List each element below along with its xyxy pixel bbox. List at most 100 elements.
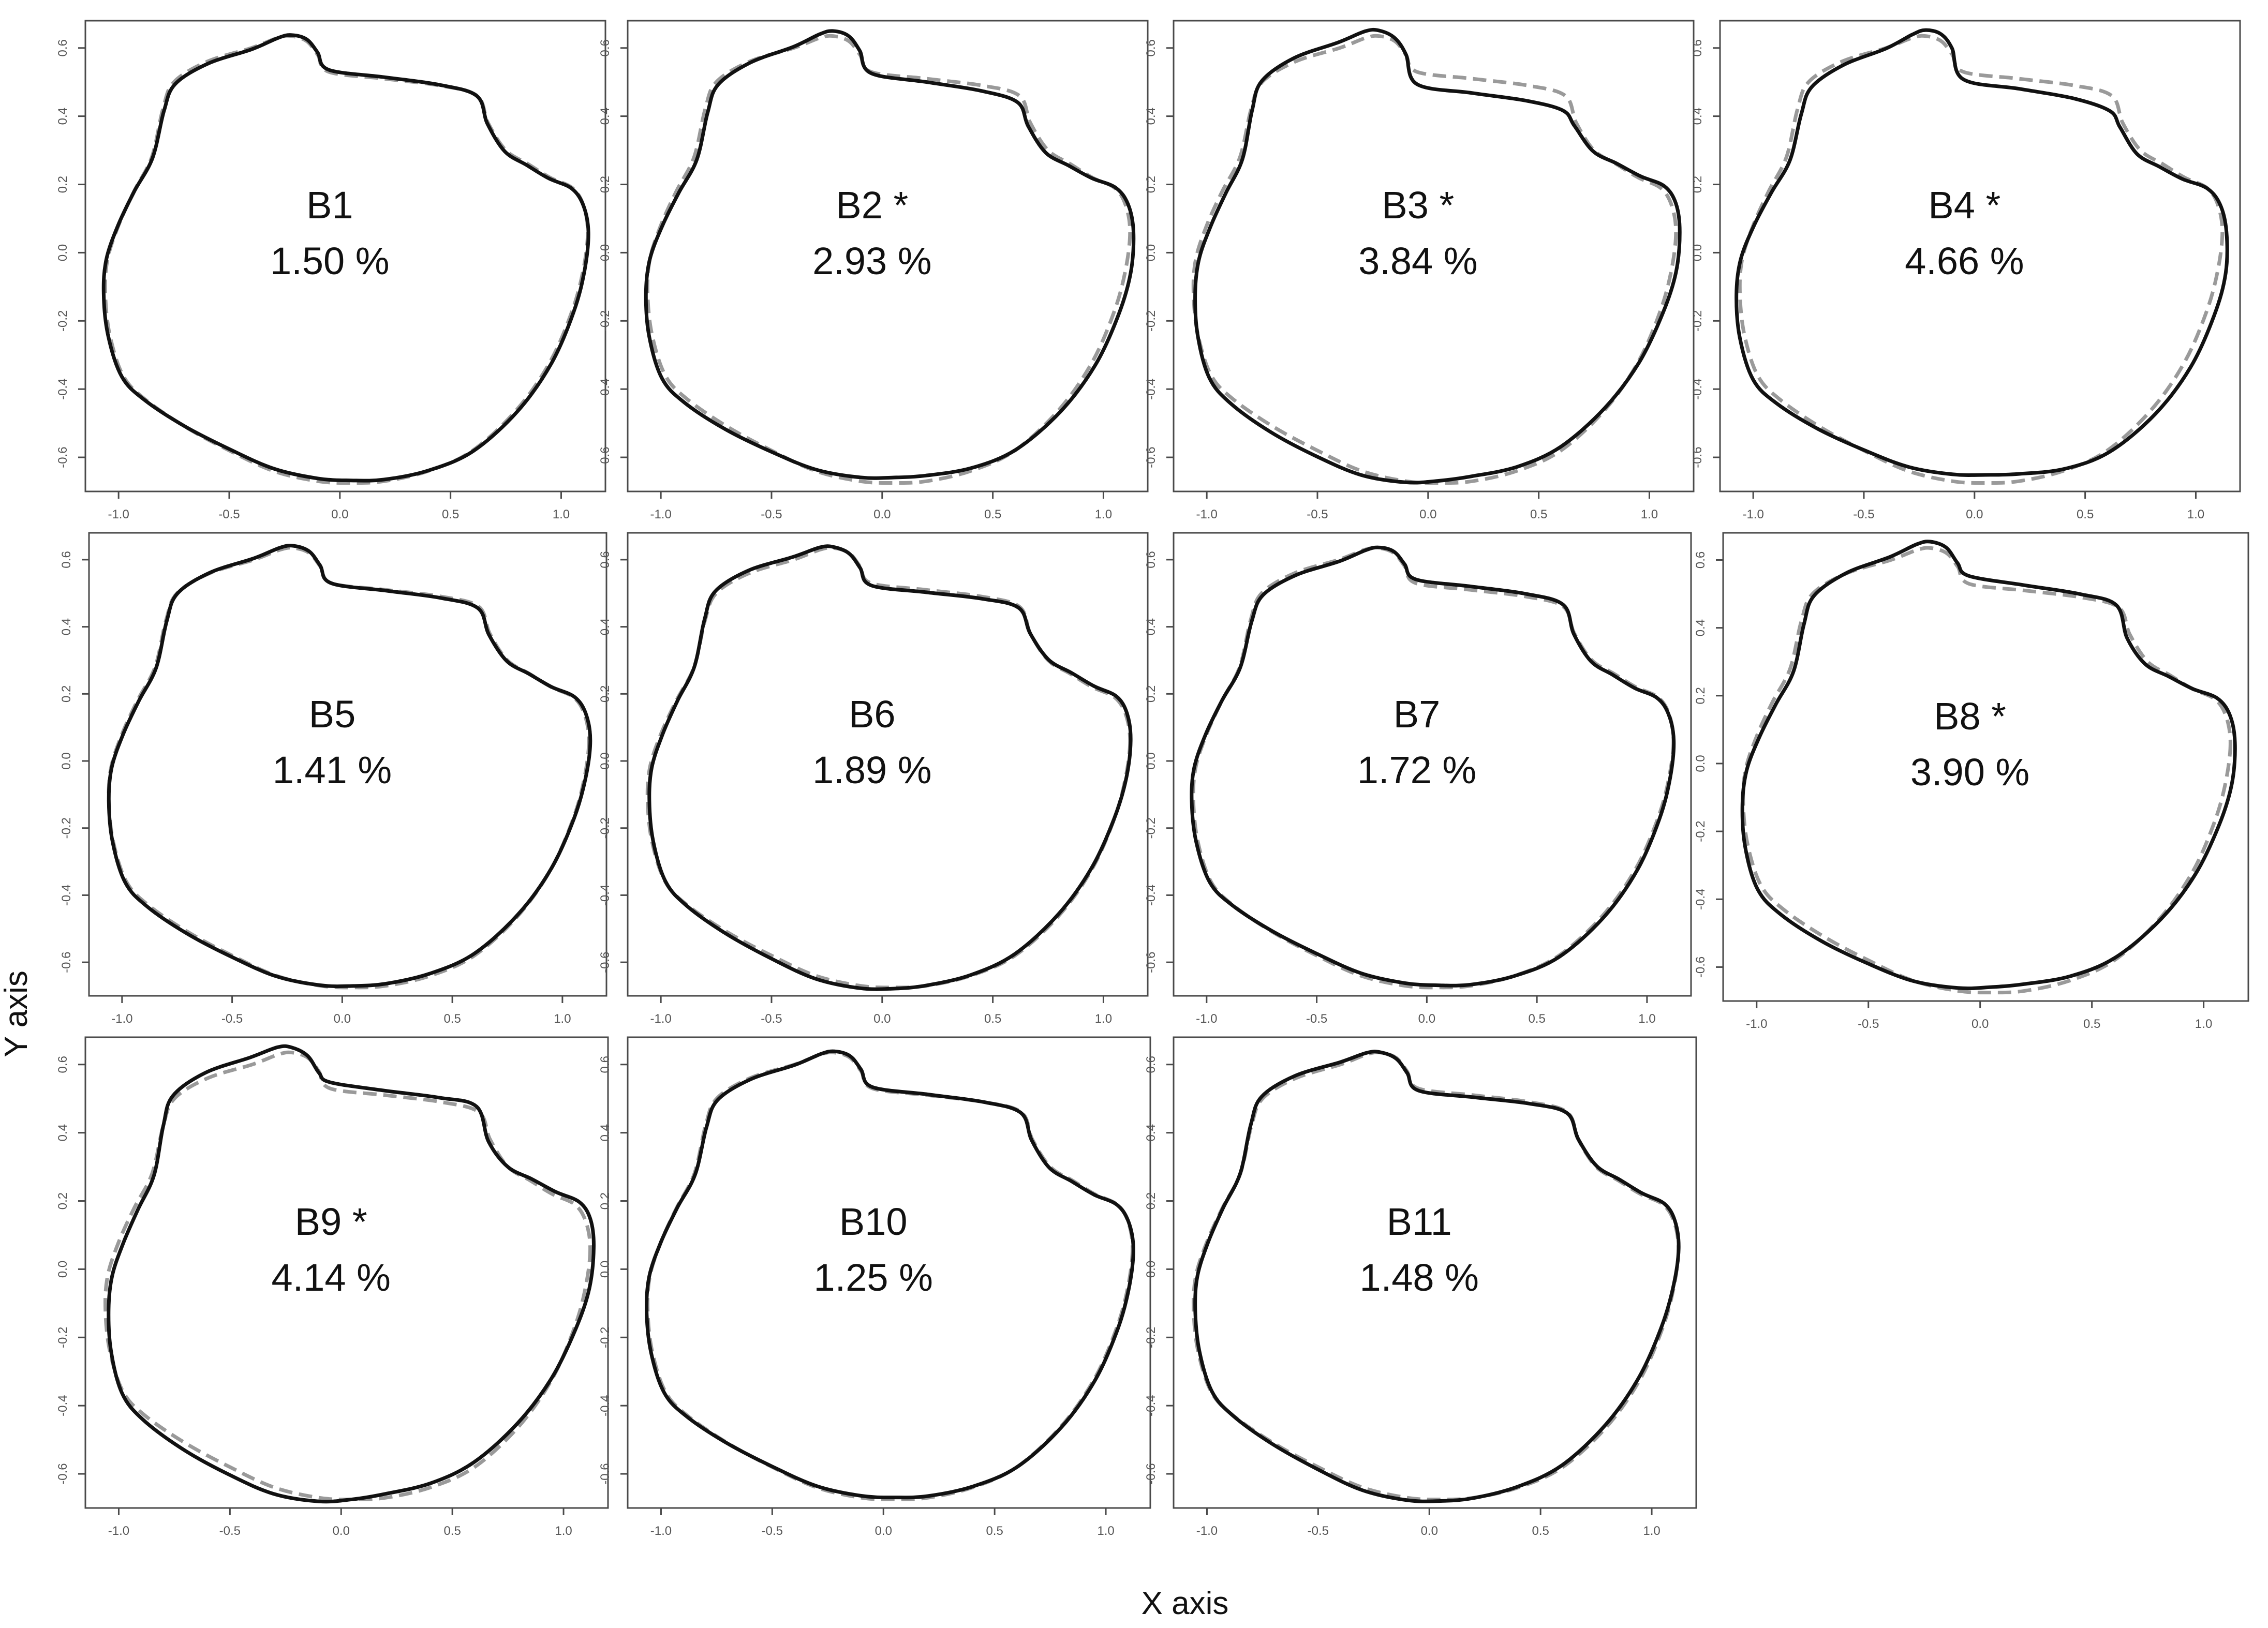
y-tick-label: -0.2 bbox=[60, 817, 73, 839]
dashed-outline bbox=[103, 1050, 592, 1502]
y-tick-label: -0.2 bbox=[1144, 817, 1158, 839]
x-tick-label: -1.0 bbox=[108, 507, 129, 521]
panel-label: B2 * bbox=[836, 184, 908, 227]
x-tick-label: 1.0 bbox=[1643, 1524, 1660, 1538]
panel-value: 4.66 % bbox=[1905, 240, 2024, 282]
x-axis-title: X axis bbox=[1142, 1586, 1229, 1621]
y-tick-label: 0.2 bbox=[56, 1192, 70, 1209]
x-tick-label: 0.5 bbox=[442, 507, 459, 521]
x-tick-label: -0.5 bbox=[1307, 507, 1328, 521]
y-tick-label: 0.2 bbox=[60, 685, 73, 703]
panel-value: 3.90 % bbox=[1910, 751, 2029, 794]
y-tick-label: 0.6 bbox=[1144, 39, 1158, 56]
x-tick-label: 0.0 bbox=[1971, 1017, 1989, 1031]
x-tick-label: 0.0 bbox=[1419, 507, 1436, 521]
solid-outline bbox=[107, 544, 592, 989]
y-tick-label: 0.6 bbox=[1144, 551, 1158, 568]
solid-outline bbox=[107, 1044, 596, 1504]
y-tick-label: 0.4 bbox=[1144, 618, 1158, 635]
panel-frame bbox=[1173, 1036, 1697, 1509]
x-tick-label: 1.0 bbox=[1641, 507, 1658, 521]
panel-value: 1.50 % bbox=[270, 240, 389, 282]
y-tick-label: -0.4 bbox=[598, 378, 612, 399]
panel-label: B3 * bbox=[1382, 184, 1454, 227]
y-tick-label: -0.6 bbox=[60, 951, 73, 973]
y-tick-label: 0.4 bbox=[598, 108, 612, 125]
panel-label: B11 bbox=[1387, 1200, 1452, 1243]
solid-outline bbox=[644, 1049, 1135, 1500]
y-tick-label: -0.6 bbox=[56, 1463, 70, 1484]
y-tick-label: -0.2 bbox=[56, 310, 70, 332]
solid-outline bbox=[101, 33, 590, 483]
panel-b7: -1.0 -0.5 0.0 0.5 1.0 -0.6 -0.4 -0.2 0.0 0.2 0.4 0.… bbox=[1144, 532, 1692, 1026]
panel-b3: -1.0 -0.5 0.0 0.5 1.0 -0.6 -0.4 -0.2 0.0 0.2 0.4 0.… bbox=[1144, 20, 1695, 521]
x-tick-label: -0.5 bbox=[1853, 507, 1874, 521]
panel-label: B6 bbox=[849, 693, 896, 736]
y-tick-label: -0.2 bbox=[56, 1327, 70, 1348]
y-tick-label: 0.0 bbox=[1144, 752, 1158, 769]
y-tick-label: -0.2 bbox=[598, 817, 612, 839]
panel-b10: -1.0 -0.5 0.0 0.5 1.0 -0.6 -0.4 -0.2 0.0 0.2 0.4 0.… bbox=[598, 1036, 1151, 1538]
y-tick-label: -0.4 bbox=[1694, 889, 1708, 910]
x-tick-label: 0.5 bbox=[1530, 507, 1547, 521]
y-tick-label: 0.2 bbox=[1694, 687, 1708, 704]
panel-frame bbox=[627, 1036, 1151, 1509]
x-tick-label: 0.5 bbox=[443, 1012, 461, 1026]
y-tick-label: -0.4 bbox=[598, 1395, 612, 1416]
solid-outline bbox=[1193, 1050, 1681, 1503]
x-tick-label: -0.5 bbox=[761, 507, 782, 521]
x-tick-label: -1.0 bbox=[650, 1012, 671, 1026]
y-tick-label: -0.6 bbox=[598, 446, 612, 468]
x-tick-label: 1.0 bbox=[1097, 1524, 1114, 1538]
y-tick-label: 0.4 bbox=[56, 1124, 70, 1141]
y-tick-label: 0.4 bbox=[1694, 619, 1708, 636]
x-tick-label: 1.0 bbox=[1095, 507, 1112, 521]
panel-value: 1.48 % bbox=[1360, 1256, 1479, 1299]
y-tick-label: 0.4 bbox=[60, 618, 73, 635]
panel-label: B7 bbox=[1394, 693, 1441, 736]
x-tick-label: 0.0 bbox=[873, 507, 891, 521]
panel-label: B9 * bbox=[295, 1200, 367, 1243]
x-tick-label: 1.0 bbox=[2187, 507, 2204, 521]
y-tick-label: 0.0 bbox=[56, 244, 70, 261]
panel-b9: -1.0 -0.5 0.0 0.5 1.0 -0.6 -0.4 -0.2 0.0 0.2 0.4 0.… bbox=[56, 1036, 609, 1538]
x-tick-label: 0.5 bbox=[443, 1524, 461, 1538]
x-tick-label: 1.0 bbox=[2195, 1017, 2212, 1031]
y-tick-label: -0.4 bbox=[598, 885, 612, 906]
x-tick-label: 0.0 bbox=[331, 507, 348, 521]
y-tick-label: 0.2 bbox=[1144, 176, 1158, 193]
panel-label: B8 * bbox=[1934, 695, 2006, 738]
y-tick-label: 0.4 bbox=[56, 108, 70, 125]
dashed-outline bbox=[645, 34, 1132, 485]
panel-b5: -1.0 -0.5 0.0 0.5 1.0 -0.6 -0.4 -0.2 0.0 0.2 0.4 0.… bbox=[60, 532, 607, 1026]
panel-frame bbox=[84, 1036, 609, 1509]
y-tick-label: 0.0 bbox=[598, 752, 612, 769]
x-tick-label: 0.5 bbox=[1532, 1524, 1549, 1538]
y-tick-label: 0.0 bbox=[1694, 755, 1708, 772]
panel-frame bbox=[627, 20, 1149, 492]
y-tick-label: 0.0 bbox=[598, 244, 612, 261]
x-tick-label: -1.0 bbox=[111, 1012, 132, 1026]
y-tick-label: -0.2 bbox=[1144, 310, 1158, 332]
x-tick-label: 1.0 bbox=[554, 1012, 571, 1026]
y-tick-label: 0.6 bbox=[1691, 39, 1704, 56]
y-tick-label: 0.0 bbox=[598, 1261, 612, 1278]
panel-label: B4 * bbox=[1928, 184, 2000, 227]
y-tick-label: -0.4 bbox=[56, 1395, 70, 1416]
x-tick-label: 0.5 bbox=[984, 507, 1001, 521]
panel-frame bbox=[627, 532, 1149, 997]
x-tick-label: -1.0 bbox=[1196, 1524, 1218, 1538]
solid-outline bbox=[644, 29, 1136, 480]
x-tick-label: 0.5 bbox=[2083, 1017, 2100, 1031]
y-tick-label: -0.2 bbox=[1691, 310, 1704, 332]
y-tick-label: -0.4 bbox=[1144, 378, 1158, 399]
y-axis-title: Y axis bbox=[0, 970, 34, 1057]
y-tick-label: 0.0 bbox=[1144, 244, 1158, 261]
panel-value: 2.93 % bbox=[812, 240, 931, 282]
x-tick-label: -1.0 bbox=[1196, 1012, 1217, 1026]
y-tick-label: 0.2 bbox=[1144, 1192, 1158, 1209]
x-tick-label: 0.0 bbox=[333, 1524, 350, 1538]
x-tick-label: -0.5 bbox=[1308, 1524, 1329, 1538]
x-tick-label: 0.0 bbox=[334, 1012, 351, 1026]
